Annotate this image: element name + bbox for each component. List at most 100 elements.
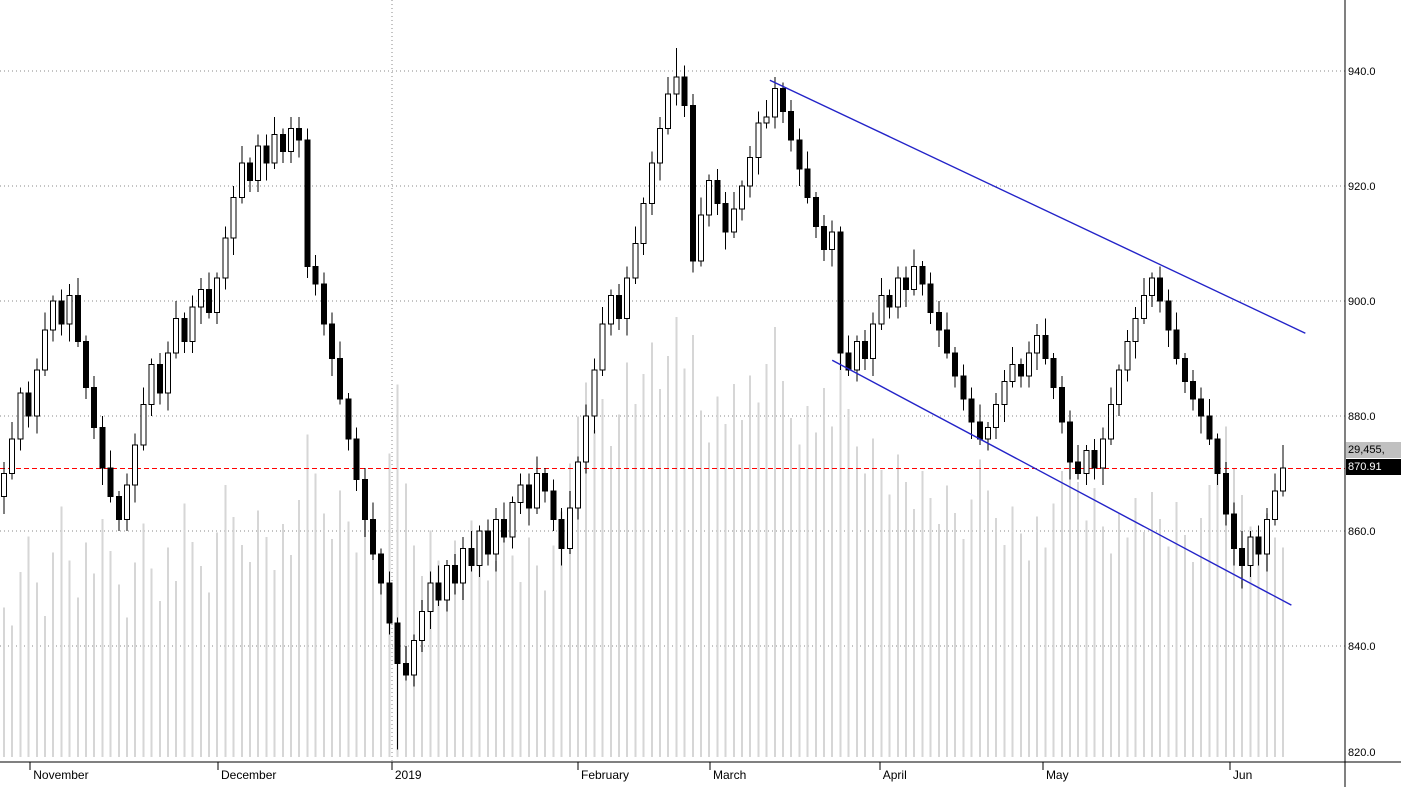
candle-body	[673, 76, 680, 95]
volume-bar	[199, 566, 202, 757]
candle-body	[1001, 381, 1008, 405]
candle-body	[1099, 438, 1106, 469]
candle-body	[263, 145, 270, 164]
candle-body	[1165, 300, 1172, 331]
volume-bar	[519, 581, 522, 757]
volume-bar	[191, 541, 194, 757]
candle-body	[944, 329, 950, 354]
candle-body	[452, 565, 458, 584]
candle-body	[640, 202, 647, 244]
volume-bar	[1101, 526, 1104, 757]
candle-body	[976, 421, 983, 440]
volume-bar	[93, 573, 96, 757]
candle-body	[476, 530, 483, 566]
volume-bar	[347, 521, 350, 757]
x-axis-label: 2019	[395, 768, 422, 782]
volume-bar	[306, 434, 309, 757]
candle-body	[484, 530, 491, 555]
volume-bar	[331, 539, 333, 757]
volume-bar	[921, 470, 924, 757]
channel-upper-trendline[interactable]	[769, 79, 1306, 334]
candle-body	[657, 128, 663, 164]
candle-body	[1214, 438, 1221, 474]
volume-bar	[60, 506, 63, 757]
volume-bar	[831, 426, 834, 757]
volume-bar	[3, 607, 5, 757]
volume-bar	[68, 560, 71, 757]
volume-bar	[765, 363, 768, 757]
volume-bar	[1036, 516, 1039, 757]
candle-body	[206, 289, 212, 313]
candle-body	[534, 473, 540, 509]
volume-bar	[158, 601, 161, 757]
candle-body	[616, 294, 622, 319]
volume-bar	[790, 418, 793, 757]
volume-bar	[691, 334, 694, 757]
volume-bar	[257, 510, 260, 757]
volume-bar	[806, 405, 809, 757]
candle-body	[58, 300, 65, 325]
candle-body	[1, 473, 7, 497]
volume-bar	[1282, 547, 1285, 757]
candle-body	[878, 294, 885, 325]
volume-bar	[44, 616, 46, 757]
y-axis-label: 820.0	[1348, 747, 1376, 759]
y-axis-label: 900.0	[1348, 296, 1376, 308]
volume-bar	[117, 584, 120, 757]
volume-bar	[503, 528, 506, 757]
candle-body	[1231, 513, 1237, 549]
candle-body	[812, 197, 819, 227]
candle-body	[755, 122, 762, 158]
candle-body	[279, 133, 286, 152]
volume-bar	[905, 482, 907, 757]
candle-body	[599, 323, 606, 371]
volume-bar	[1142, 532, 1145, 757]
candle-body	[837, 231, 844, 354]
candle-body	[402, 662, 409, 676]
volume-bar	[577, 416, 579, 757]
candle-body	[1026, 352, 1032, 377]
volume-bar	[404, 483, 407, 757]
volume-bar	[527, 537, 530, 757]
candle-body	[443, 565, 450, 601]
candle-body	[550, 490, 557, 520]
candle-body	[1042, 335, 1049, 359]
volume-bar	[1069, 438, 1071, 757]
volume-bar	[421, 576, 424, 757]
candle-body	[132, 444, 139, 486]
volume-bar	[544, 590, 547, 757]
candle-body	[361, 478, 368, 520]
volume-bar	[568, 463, 571, 757]
volume-bar	[757, 402, 760, 757]
volume-bar	[773, 326, 776, 757]
candle-body	[501, 519, 508, 538]
candle-body	[575, 461, 581, 509]
candle-body	[927, 283, 934, 313]
volume-bar	[249, 561, 251, 757]
volume-bar	[1044, 547, 1047, 757]
candle-body	[1181, 358, 1188, 382]
volume-bar	[732, 383, 735, 757]
candle-body	[288, 128, 294, 152]
candle-body	[353, 438, 360, 480]
volume-bar	[19, 571, 22, 757]
volume-bar	[462, 566, 465, 757]
volume-bar	[987, 490, 989, 757]
candle-body	[689, 105, 696, 262]
candle-body	[173, 317, 180, 354]
candle-body	[1255, 536, 1262, 555]
candle-body	[853, 340, 860, 371]
candle-body	[66, 294, 73, 325]
channel-lower-trendline[interactable]	[831, 359, 1292, 606]
volume-bar	[454, 540, 456, 757]
volume-bar	[659, 388, 661, 757]
volume-bar	[741, 420, 743, 757]
volume-bar	[273, 569, 276, 757]
candle-body	[632, 243, 639, 279]
candle-body	[74, 294, 81, 342]
volume-bar	[134, 562, 137, 757]
candle-body	[181, 317, 188, 342]
candle-body	[788, 110, 795, 141]
